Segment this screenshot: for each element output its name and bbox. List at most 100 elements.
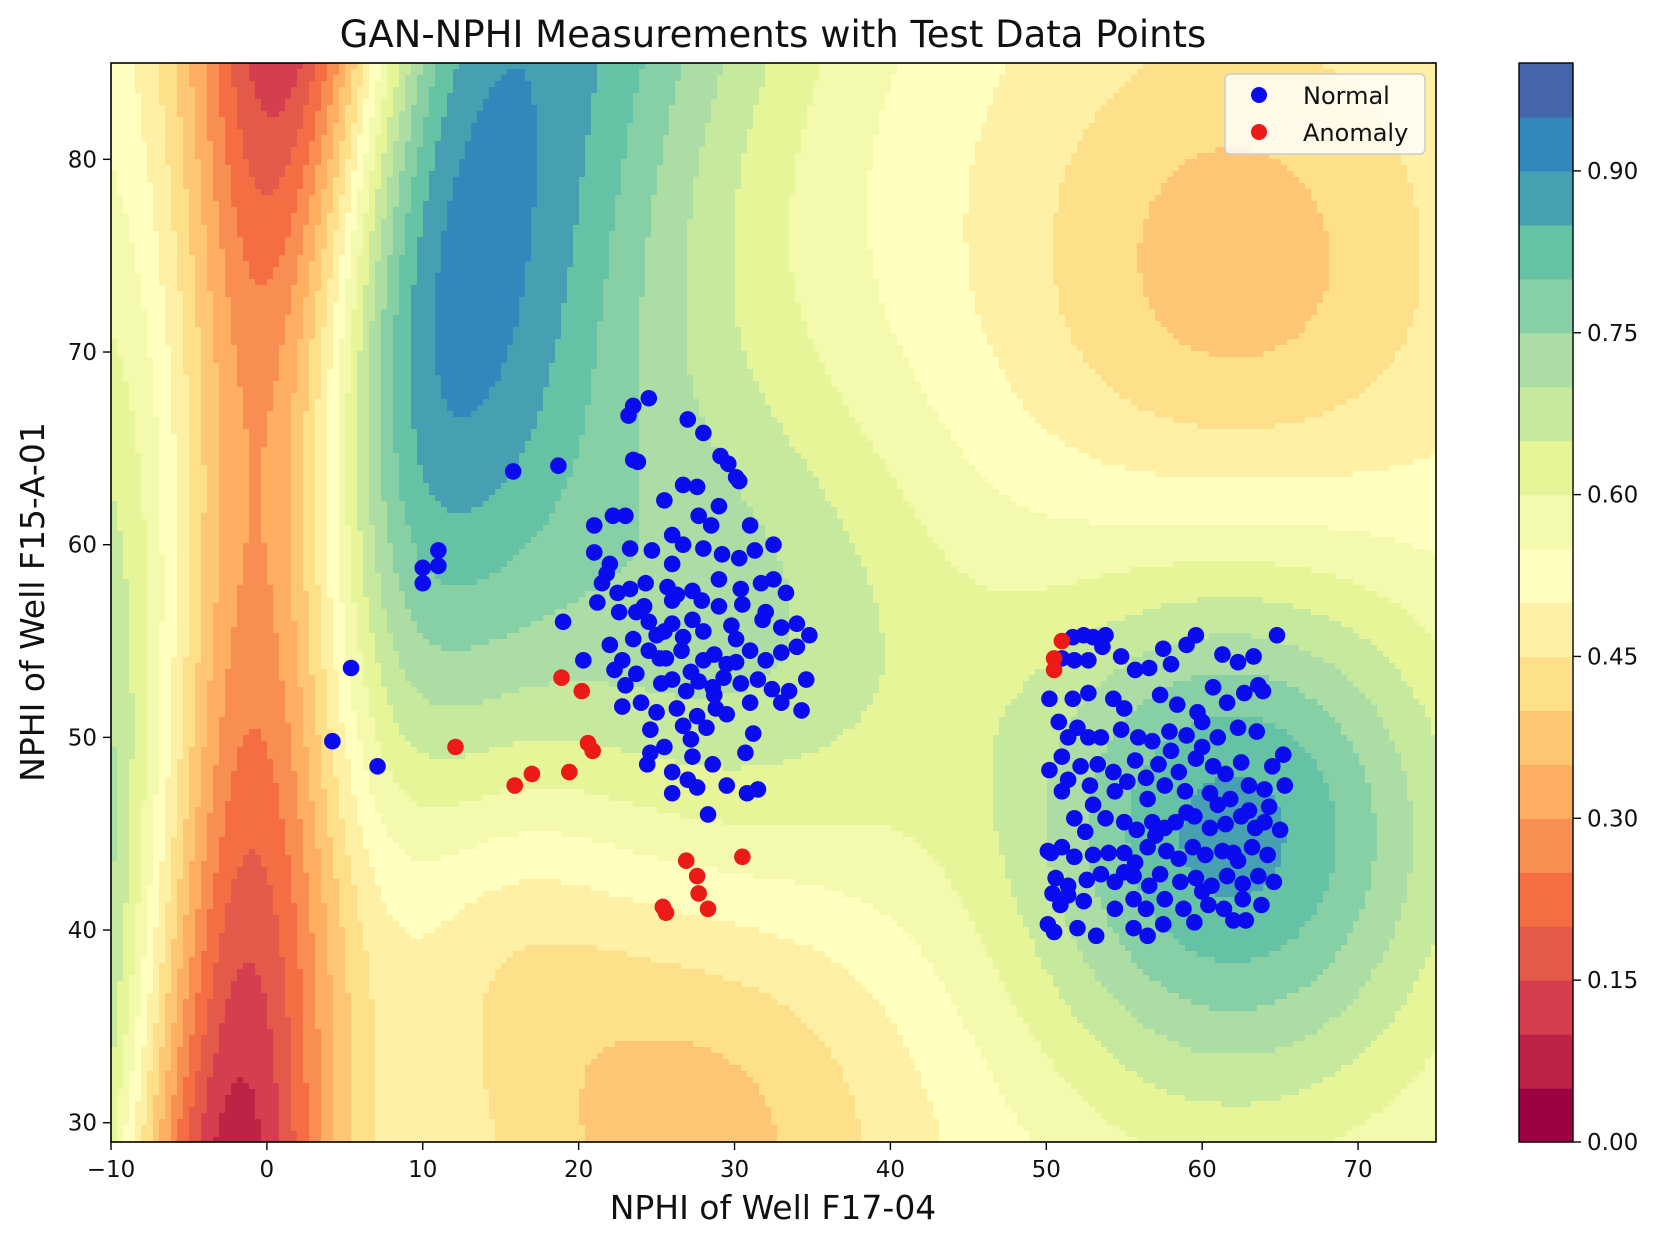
point-normal [1137, 769, 1155, 787]
colorbar-tick-label: 0.45 [1587, 644, 1638, 670]
point-normal [1139, 927, 1156, 945]
point-normal [610, 603, 628, 621]
point-normal [554, 613, 572, 631]
point-normal [1265, 873, 1283, 891]
point-normal [1080, 729, 1097, 746]
point-normal [1225, 912, 1242, 929]
point-normal [414, 574, 432, 592]
point-normal [1193, 738, 1211, 756]
x-tick-label: 30 [720, 1157, 749, 1183]
point-normal [1151, 865, 1169, 883]
colorbar-band [1519, 170, 1573, 226]
point-anomaly [688, 867, 706, 885]
point-normal [1143, 813, 1161, 831]
point-normal [793, 702, 810, 719]
point-normal [705, 686, 723, 704]
point-normal [324, 732, 341, 750]
point-normal [741, 642, 759, 659]
point-normal [1047, 869, 1064, 887]
point-normal [713, 546, 731, 563]
point-normal [1201, 819, 1219, 837]
point-normal [1115, 863, 1133, 881]
colorbar-band [1519, 1034, 1573, 1089]
point-normal [1184, 838, 1202, 856]
point-normal [1119, 773, 1136, 790]
point-normal [1081, 777, 1099, 794]
colorbar-band [1519, 818, 1573, 873]
point-normal [1154, 640, 1172, 658]
point-normal [1204, 678, 1222, 696]
x-tick-label: 20 [564, 1157, 593, 1183]
point-normal [752, 574, 770, 592]
point-normal [765, 536, 782, 553]
point-normal [575, 652, 592, 669]
point-normal [1140, 659, 1158, 677]
point-normal [621, 580, 639, 598]
point-normal [674, 628, 692, 646]
point-normal [656, 738, 673, 756]
y-axis: 30 40 50 60 70 80 [68, 147, 111, 1137]
colorbar-band [1519, 764, 1573, 819]
point-normal [1218, 867, 1236, 885]
point-normal [1214, 646, 1231, 663]
point-normal [1143, 732, 1161, 750]
x-tick-label: −10 [87, 1157, 136, 1183]
point-normal [1129, 729, 1147, 746]
point-normal [699, 806, 717, 823]
point-normal [504, 463, 522, 480]
point-normal [734, 596, 751, 613]
point-normal [1126, 661, 1144, 679]
point-normal [1167, 813, 1184, 831]
point-anomaly [447, 738, 464, 756]
legend-label-normal: Normal [1303, 82, 1390, 110]
point-normal [1105, 690, 1122, 708]
point-normal [1087, 927, 1105, 945]
point-normal [723, 617, 740, 634]
point-anomaly [734, 848, 751, 866]
point-normal [430, 557, 447, 575]
point-normal [674, 717, 692, 735]
x-tick-label: 10 [408, 1157, 437, 1183]
point-normal [757, 603, 775, 621]
point-anomaly [1045, 661, 1063, 679]
colorbar-band [1519, 602, 1573, 658]
point-normal [1187, 869, 1205, 887]
point-normal [1237, 912, 1255, 929]
y-tick-label: 50 [68, 725, 97, 751]
point-normal [637, 574, 654, 592]
point-normal [609, 584, 626, 602]
point-normal [1204, 757, 1222, 775]
point-normal [663, 526, 681, 544]
point-normal [1162, 742, 1180, 760]
point-normal [1245, 648, 1262, 665]
point-normal [710, 571, 728, 588]
colorbar-ticks: 0.00 0.15 0.30 0.45 0.60 0.75 0.90 [1573, 159, 1638, 1156]
point-normal [749, 671, 767, 688]
point-anomaly [523, 765, 541, 783]
point-normal [704, 756, 722, 773]
point-normal [732, 675, 750, 692]
point-normal [638, 756, 656, 773]
point-normal [698, 719, 715, 737]
point-normal [668, 700, 686, 717]
point-normal [430, 542, 447, 559]
point-normal [684, 748, 701, 765]
point-normal [342, 659, 360, 677]
point-normal [1072, 757, 1089, 775]
point-normal [1150, 756, 1167, 773]
point-normal [1178, 727, 1195, 744]
point-normal [1168, 696, 1186, 713]
colorbar-band [1519, 548, 1573, 604]
colorbar-bands [1519, 63, 1573, 1143]
point-normal [1137, 900, 1155, 918]
point-normal [1125, 890, 1142, 908]
point-normal [1156, 777, 1174, 794]
legend: Normal Anomaly [1224, 73, 1426, 155]
point-normal [1256, 813, 1273, 831]
point-normal [635, 598, 653, 615]
point-normal [741, 517, 759, 534]
point-normal [640, 389, 658, 407]
point-normal [1256, 781, 1273, 798]
contour-field [111, 63, 1436, 1142]
colorbar-tick-label: 0.30 [1587, 806, 1638, 832]
